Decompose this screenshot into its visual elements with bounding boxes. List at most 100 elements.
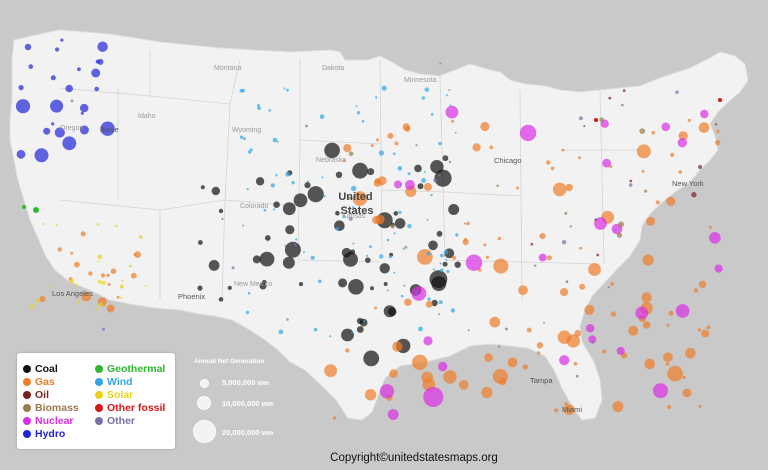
plant-marker	[616, 346, 625, 355]
plant-marker	[498, 345, 501, 348]
plant-marker	[666, 196, 676, 206]
plant-marker	[663, 352, 673, 363]
plant-marker	[273, 201, 280, 208]
legend-label: Oil	[35, 389, 50, 401]
plant-marker	[596, 253, 600, 257]
state-label: Oregon	[60, 125, 83, 132]
plant-marker	[489, 145, 494, 150]
plant-marker	[642, 254, 654, 266]
plant-marker	[115, 224, 118, 228]
plant-marker	[677, 138, 687, 148]
plant-marker	[356, 326, 364, 333]
legend-label: Solar	[107, 389, 134, 401]
plant-marker	[342, 159, 346, 163]
city-label: Tampa	[530, 376, 553, 385]
plant-marker	[387, 409, 399, 420]
legend-label: Gas	[35, 376, 55, 388]
plant-marker	[653, 383, 668, 399]
plant-marker	[404, 245, 408, 249]
plant-marker	[398, 210, 402, 215]
plant-marker	[324, 142, 340, 159]
plant-marker	[307, 186, 324, 203]
plant-marker	[305, 124, 308, 128]
plant-marker	[438, 141, 442, 146]
plant-marker	[621, 103, 624, 107]
plant-marker	[564, 211, 568, 215]
plant-marker	[438, 361, 448, 372]
plant-marker	[370, 144, 374, 147]
plant-marker	[543, 321, 546, 324]
plant-marker	[450, 308, 456, 313]
plant-marker	[372, 215, 381, 225]
plant-marker	[423, 387, 444, 407]
plant-marker	[516, 186, 520, 190]
plant-marker	[436, 230, 443, 237]
plant-marker	[282, 256, 295, 269]
plant-marker	[310, 255, 315, 260]
plant-marker	[100, 121, 115, 136]
size-legend: Annual Net Generation 5,000,000 MWh 10,00…	[190, 358, 320, 448]
plant-marker	[455, 233, 459, 237]
plant-marker	[434, 169, 452, 187]
plant-marker	[397, 166, 403, 171]
plant-marker	[144, 284, 147, 287]
plant-marker	[586, 324, 595, 333]
plant-marker	[425, 300, 433, 308]
plant-marker	[400, 294, 404, 298]
plant-marker	[670, 152, 675, 157]
plant-marker	[49, 285, 52, 288]
plant-marker	[383, 282, 388, 286]
size-legend-title: Annual Net Generation	[194, 358, 265, 365]
plant-marker	[321, 176, 324, 179]
plant-marker	[50, 99, 64, 113]
plant-marker	[424, 87, 430, 92]
plant-marker	[655, 200, 660, 205]
size-unit: MWh	[261, 402, 274, 408]
plant-marker	[417, 183, 424, 190]
plant-marker	[407, 224, 412, 229]
plant-marker	[565, 183, 573, 192]
plant-marker	[332, 416, 337, 420]
plant-marker	[614, 228, 617, 231]
plant-marker	[263, 208, 267, 212]
plant-marker	[313, 327, 318, 332]
state-label: Wyoming	[232, 127, 261, 134]
plant-marker	[675, 304, 690, 318]
plant-marker	[667, 405, 672, 409]
plant-marker	[348, 216, 353, 221]
plant-marker	[675, 90, 679, 94]
plant-marker	[268, 109, 272, 112]
plant-marker	[352, 162, 368, 179]
plant-marker	[79, 125, 89, 135]
plant-marker	[610, 311, 617, 317]
plant-marker	[394, 218, 406, 229]
plant-marker	[60, 38, 64, 42]
plant-marker	[392, 341, 403, 352]
plant-marker	[351, 185, 357, 192]
plant-marker	[392, 152, 396, 155]
plant-marker	[451, 255, 457, 260]
plant-marker	[480, 121, 490, 132]
plant-marker	[518, 285, 528, 296]
plant-marker	[291, 181, 295, 185]
plant-marker	[74, 283, 78, 287]
plant-marker	[616, 232, 623, 238]
plant-marker	[563, 404, 575, 415]
plant-marker	[446, 269, 450, 274]
plant-marker	[29, 304, 34, 309]
plant-marker	[70, 251, 74, 255]
plant-marker	[579, 246, 583, 250]
size-label-medium: 10,000,000 MWh	[222, 399, 274, 408]
power-plant-markers	[15, 38, 723, 420]
plant-marker	[239, 135, 244, 139]
plant-marker	[421, 96, 426, 100]
size-value: 20,000,000	[222, 428, 260, 437]
plant-marker	[381, 85, 387, 91]
plant-marker	[242, 224, 245, 227]
plant-marker	[249, 148, 253, 152]
legend-label: Biomass	[35, 402, 79, 414]
plant-marker	[351, 206, 355, 209]
plant-marker	[438, 313, 441, 316]
plant-marker	[352, 242, 355, 245]
plant-marker	[107, 283, 111, 286]
